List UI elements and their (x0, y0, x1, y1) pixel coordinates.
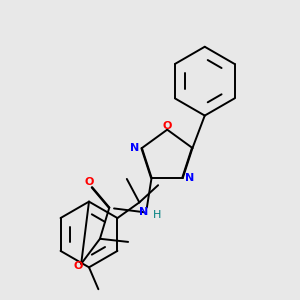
Text: O: O (85, 178, 94, 188)
Text: N: N (185, 173, 194, 183)
Text: O: O (163, 121, 172, 131)
Text: H: H (153, 210, 161, 220)
Text: N: N (139, 207, 148, 217)
Text: N: N (130, 143, 140, 153)
Text: O: O (74, 261, 83, 271)
